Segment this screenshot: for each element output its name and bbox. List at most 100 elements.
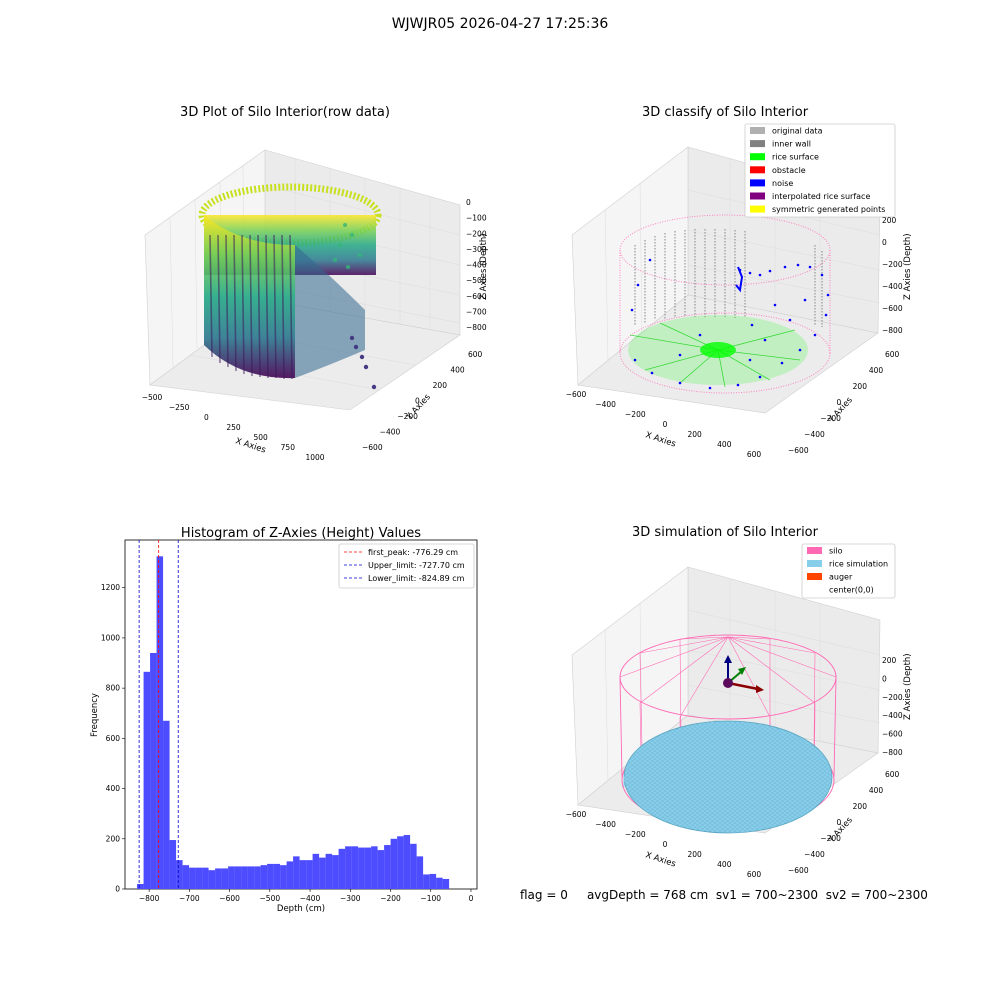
- legend-entry: center(0,0): [829, 586, 874, 595]
- histogram-bar: [377, 850, 385, 889]
- legend-entry: noise: [772, 179, 793, 188]
- z-tick-label: −400: [466, 261, 487, 270]
- y-tick-label: −400: [804, 430, 825, 439]
- legend-swatch: [807, 573, 822, 580]
- histogram-legend: first_peak: -776.29 cm Upper_limit: -727.…: [338, 543, 475, 589]
- classify-3d-title: 3D classify of Silo Interior: [642, 105, 809, 120]
- histogram-bar: [150, 652, 157, 889]
- raw-3d-z-ticks: 0 −100 −200 −300 −400 −500 −600 −700 −800: [466, 198, 487, 332]
- simulation-center-arrows: [723, 655, 764, 693]
- y-tick-label: −200: [820, 834, 841, 843]
- histogram-bar: [208, 870, 216, 889]
- histogram-xlabel: Depth (cm): [277, 904, 325, 914]
- histogram-bar: [416, 856, 424, 889]
- histogram-bar: [371, 846, 378, 889]
- histogram-bar: [189, 867, 196, 889]
- x-tick-label: −200: [625, 410, 646, 419]
- z-tick-label: −800: [882, 748, 903, 757]
- raw-3d-point-cloud: [198, 183, 382, 390]
- simulation-3d-x-ticks: −600 −400 −200 0 200 400 600: [566, 810, 762, 879]
- z-tick-label: −500: [466, 276, 487, 285]
- raw-3d-zlabel: Z Axies (Depth): [479, 233, 489, 300]
- y-tick-label: 400: [450, 366, 465, 375]
- simulation-3d-zlabel: Z Axies (Depth): [903, 653, 913, 720]
- z-tick-label: −200: [466, 229, 487, 238]
- legend-entry: obstacle: [772, 166, 806, 175]
- histogram-bar: [234, 866, 242, 889]
- z-tick-label: −200: [882, 693, 903, 702]
- avg-depth-text: avgDepth = 768 cm: [586, 888, 709, 902]
- x-tick-label: 0: [469, 894, 474, 903]
- x-tick-label: −500: [142, 393, 163, 402]
- x-tick-label: 600: [747, 870, 762, 879]
- sv2-text: sv2 = 700~2300: [825, 888, 928, 902]
- legend-entry: rice simulation: [829, 560, 888, 569]
- z-tick-label: −700: [466, 307, 487, 316]
- legend-swatch: [750, 153, 765, 161]
- legend-entry: symmetric generated points: [772, 205, 885, 214]
- histogram-bar: [403, 835, 411, 889]
- x-tick-label: −100: [420, 894, 441, 903]
- histogram-bar: [312, 853, 320, 889]
- classify-3d-point-cloud: [619, 214, 831, 394]
- histogram-vlines: [138, 540, 179, 889]
- x-tick-label: −400: [595, 400, 616, 409]
- z-tick-label: −400: [882, 282, 903, 291]
- z-tick-label: −600: [882, 730, 903, 739]
- x-tick-label: 750: [281, 443, 296, 452]
- histogram-plot-area: [124, 539, 478, 890]
- y-tick-label: 1200: [101, 583, 120, 592]
- x-tick-label: 0: [663, 840, 668, 849]
- y-tick-label: 0: [415, 397, 420, 406]
- x-tick-label: 200: [688, 850, 703, 859]
- legend-swatch: [750, 140, 765, 148]
- x-tick-label: 250: [226, 423, 241, 432]
- simulation-3d-xlabel: X Axies: [644, 850, 677, 869]
- histogram-bar: [143, 671, 151, 889]
- sv1-text: sv1 = 700~2300: [715, 888, 819, 902]
- histogram-bar: [338, 848, 346, 889]
- x-tick-label: −400: [300, 894, 321, 903]
- y-tick-label: 0: [837, 818, 842, 827]
- z-tick-label: −300: [466, 245, 487, 254]
- z-tick-label: 200: [882, 216, 897, 225]
- classify-3d-x-ticks: −600 −400 −200 0 200 400 600: [566, 390, 762, 459]
- histogram-bar: [202, 867, 209, 889]
- legend-entry: first_peak: -776.29 cm: [368, 548, 458, 557]
- histogram-bar: [345, 846, 352, 889]
- histogram-bar: [384, 845, 391, 889]
- x-tick-label: −600: [566, 390, 587, 399]
- histogram-bar: [176, 860, 183, 889]
- y-tick-label: −200: [820, 414, 841, 423]
- histogram-panel: Histogram of Z-Axies (Height) Values −80…: [90, 526, 478, 914]
- y-tick-label: 0: [115, 885, 120, 894]
- histogram-bar: [351, 846, 359, 889]
- classify-3d-legend: original data inner wall rice surface obsta…: [744, 123, 896, 218]
- classify-3d-z-ticks: 200 0 −200 −400 −600 −800: [882, 216, 903, 335]
- z-tick-label: −800: [466, 323, 487, 332]
- legend-entry: rice surface: [772, 153, 819, 162]
- y-tick-label: 400: [869, 786, 884, 795]
- histogram-bar: [228, 866, 235, 889]
- legend-entry: Lower_limit: -824.89 cm: [368, 574, 465, 583]
- simulation-3d-title: 3D simulation of Silo Interior: [632, 525, 819, 540]
- simulation-3d-panel: 3D simulation of Silo Interior: [566, 525, 913, 879]
- y-tick-label: −600: [788, 866, 809, 875]
- histogram-bar: [293, 856, 300, 889]
- z-tick-label: −400: [882, 711, 903, 720]
- status-line: flag = 0 avgDepth = 768 cm sv1 = 700~230…: [520, 888, 928, 902]
- legend-swatch: [807, 560, 822, 567]
- y-tick-label: 600: [468, 350, 483, 359]
- x-tick-label: −700: [179, 894, 200, 903]
- legend-entry: auger: [829, 573, 853, 582]
- histogram-bar: [156, 556, 164, 889]
- histogram-bar: [241, 866, 248, 889]
- x-tick-label: 0: [204, 413, 209, 422]
- histogram-bar: [436, 877, 443, 889]
- legend-swatch: [750, 166, 765, 174]
- x-tick-label: 600: [747, 450, 762, 459]
- y-tick-label: 600: [106, 734, 121, 743]
- classify-3d-zlabel: Z Axies (Depth): [903, 233, 913, 300]
- histogram-bar: [195, 867, 203, 889]
